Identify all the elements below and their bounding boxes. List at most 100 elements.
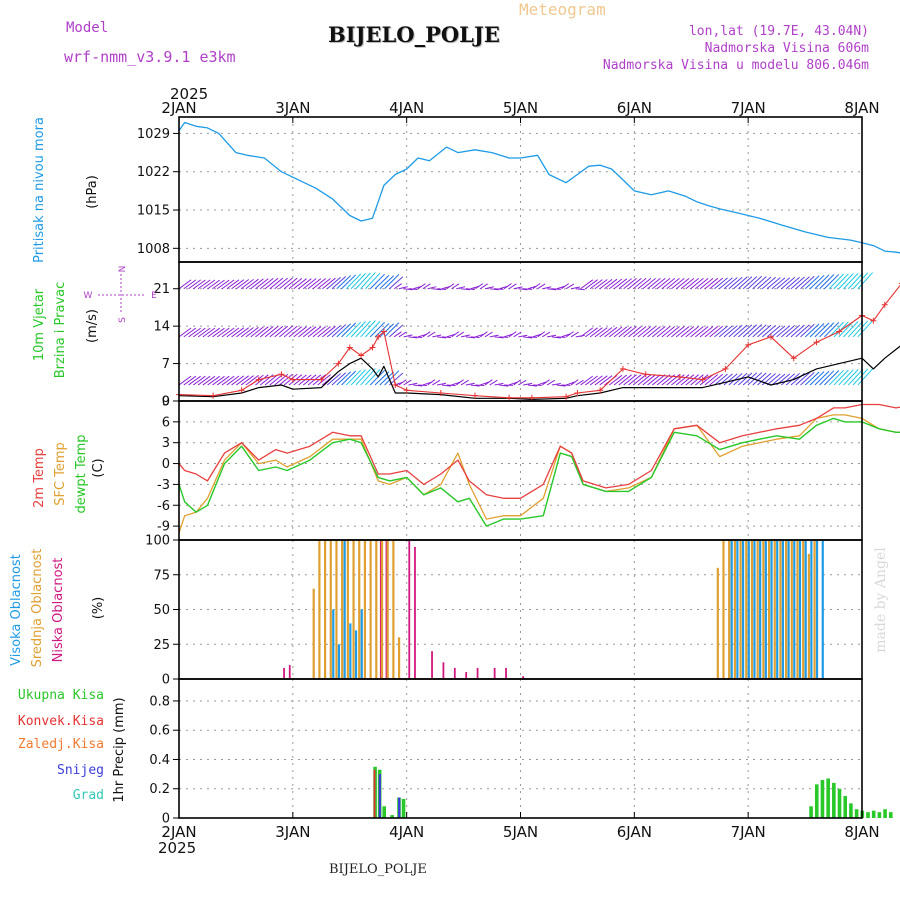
x-tick-label-top: 3JAN: [275, 99, 310, 117]
wind-barb: [360, 368, 376, 386]
precip-label-conv: Konvek.Kisa: [18, 714, 104, 729]
wind-barb: [279, 325, 293, 338]
cloud-low-bar: [505, 667, 507, 679]
wind-barb: [317, 278, 331, 290]
wind-barb: [350, 321, 366, 338]
wind-barb: [236, 375, 249, 386]
wind-barb: [589, 327, 603, 338]
wind-barb: [790, 324, 805, 338]
wind-barb: [666, 326, 680, 338]
wind-barb: [542, 379, 550, 386]
cloud-high-bar: [798, 540, 802, 679]
wind-barb: [857, 272, 873, 290]
wind-barb: [671, 326, 685, 338]
cloud-mid-bar: [796, 540, 799, 679]
wind-barb: [747, 275, 763, 290]
wind-barb: [259, 326, 274, 338]
cloud-high-bar: [753, 540, 756, 679]
wind-barb: [384, 274, 400, 290]
wind-barb: [594, 375, 608, 386]
wind-barb: [451, 331, 460, 338]
wind-barb: [283, 277, 298, 290]
wind-gust-marker: [392, 381, 399, 388]
cloud-low-bar: [414, 546, 416, 679]
wind-barb: [795, 372, 810, 386]
cloud-mid-bar: [750, 540, 754, 679]
wind-barb: [240, 375, 254, 386]
wind-barb: [389, 276, 404, 290]
precip-total-bar: [832, 782, 836, 818]
x-tick-label-top: 4JAN: [389, 99, 424, 117]
precip-label-hail: Grad: [73, 788, 104, 803]
wind-gust-marker: [210, 392, 217, 399]
wind-barb: [632, 326, 647, 338]
wind-barb: [269, 374, 284, 386]
year-top: 2025: [170, 85, 208, 103]
wind-barb: [216, 375, 230, 386]
wind-barb: [804, 275, 820, 290]
wind-barb: [604, 326, 618, 338]
wind-barb: [527, 336, 538, 338]
cloud-mid-bar: [363, 540, 367, 679]
wind-gust-marker: [767, 333, 774, 340]
wind-barb: [240, 327, 254, 338]
wind-barb: [728, 276, 743, 290]
wind-barb: [437, 382, 447, 386]
cloud-high-bar: [736, 540, 739, 679]
wind-barb: [704, 326, 719, 338]
wind-barb: [408, 382, 418, 386]
cloud-mid-bar: [352, 540, 355, 679]
cloud-mid-bar: [779, 540, 782, 679]
y-tick-label: 3: [162, 436, 170, 451]
wind-gust-marker: [318, 376, 325, 383]
wind-barb: [465, 336, 475, 339]
wind-barb: [523, 336, 533, 339]
wind-barb: [456, 331, 465, 338]
wind-barb: [738, 324, 753, 338]
wind-barb: [599, 279, 613, 290]
wind-barb: [188, 279, 201, 290]
precip-total-bar: [849, 803, 853, 818]
wind-barb: [690, 278, 704, 290]
wind-barb: [690, 374, 704, 386]
wind-barb: [188, 375, 201, 386]
x-tick-label-top: 8JAN: [844, 99, 879, 117]
year-bottom: 2025: [158, 839, 196, 857]
wind-barb: [197, 327, 211, 338]
lonlat: lon,lat (19.7E, 43.04N): [688, 24, 869, 39]
wind-barb: [398, 286, 408, 290]
wind-barb: [193, 375, 206, 386]
wind-barb: [470, 384, 480, 387]
cloud-high-bar: [787, 540, 790, 679]
wind-barb: [259, 278, 274, 290]
y-tick-label: 1015: [137, 204, 170, 219]
cloud-high-bar: [776, 540, 779, 679]
y-tick-label: 14: [153, 320, 170, 335]
wind-barb: [695, 326, 709, 338]
wind-barb: [800, 372, 815, 386]
wind-barb: [350, 369, 366, 386]
cloud-mid-bar: [369, 540, 372, 679]
wind-gust-marker: [289, 376, 296, 383]
wind-barb: [369, 273, 385, 290]
wind-barb: [322, 325, 336, 338]
cloud-low-bar: [408, 540, 411, 679]
wind-barb: [365, 369, 381, 386]
wind-barb: [307, 278, 322, 290]
wind-gust-marker: [528, 394, 535, 401]
wind-barb: [699, 278, 714, 290]
wind-barb: [446, 384, 456, 386]
wind-barb: [183, 279, 197, 290]
cloud-mid-bar: [762, 540, 765, 679]
wind-barb: [465, 288, 475, 290]
wind-barb: [236, 327, 249, 338]
x-tick-label-top: 6JAN: [617, 99, 652, 117]
wind-barb: [589, 279, 603, 290]
cloud-high-bar: [354, 630, 358, 679]
wind-barb: [757, 276, 772, 290]
cloud-mid-bar: [397, 637, 401, 679]
wind-barb: [470, 336, 480, 338]
wind-barb: [231, 375, 245, 386]
wind-barb: [369, 321, 385, 338]
wind-barb: [221, 375, 235, 386]
